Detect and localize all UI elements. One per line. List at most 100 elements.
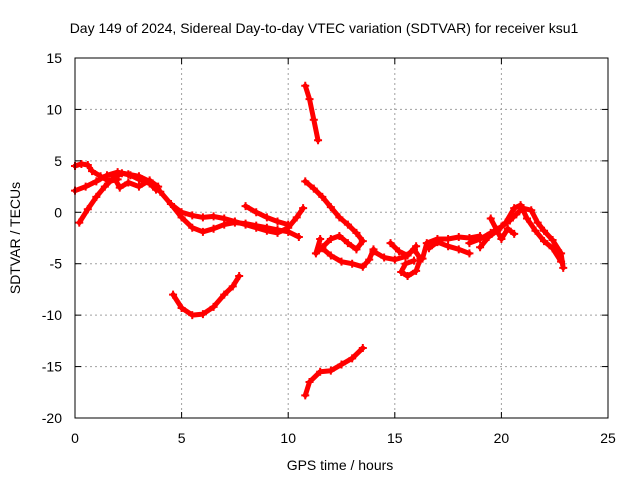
series-arc-4 [109,172,163,192]
data-point [444,242,453,251]
data-point [358,262,367,271]
data-point [484,232,493,241]
data-point [369,247,378,256]
data-series [71,81,568,400]
data-point [284,220,293,229]
data-point [273,228,282,237]
data-point [309,115,318,124]
data-point [294,232,303,241]
x-tick-labels: 0 5 10 15 20 25 [71,430,616,446]
data-point [401,259,410,268]
series-arc-14 [424,238,474,258]
y-tick-label: 5 [54,153,62,169]
data-point [548,236,557,245]
data-point [557,257,566,266]
data-point [348,259,357,268]
y-tick-label: -15 [42,359,62,375]
data-point [301,81,310,90]
data-point [177,303,186,312]
data-point [81,182,90,191]
x-tick-label: 10 [280,430,296,446]
data-point [497,235,506,244]
data-point [241,202,250,211]
series-arc-16 [476,201,566,266]
data-point [540,237,549,246]
data-point [422,239,431,248]
data-point [301,177,310,186]
data-point [318,192,327,201]
data-point [126,171,135,180]
data-point [352,245,361,254]
data-point [83,160,92,169]
data-point [299,204,308,213]
data-point [230,217,239,226]
data-point [292,213,301,222]
series-line [302,83,321,143]
data-point [465,239,474,248]
data-point [273,217,282,226]
data-point [386,239,395,248]
data-point [337,257,346,266]
series-line [426,239,472,256]
data-point [252,208,261,217]
series-line [110,173,161,191]
data-point [390,255,399,264]
data-point [209,212,218,221]
y-tick-label: -5 [50,256,63,272]
data-point [311,249,320,258]
data-point [540,226,549,235]
data-point [418,254,427,263]
series-arc-9 [301,177,367,258]
series-line [388,240,419,258]
axis-ticks [74,57,609,419]
data-point [83,205,92,214]
x-tick-label: 25 [600,430,616,446]
data-point [88,167,97,176]
data-point [348,354,357,363]
data-point [444,235,453,244]
series-arc-10 [318,244,378,271]
y-axis-label: SDTVAR / TECUs [7,182,23,294]
data-point [433,238,442,247]
data-point [314,136,323,145]
data-point [412,266,421,275]
data-point [516,201,525,210]
data-point [403,272,412,281]
series-line [170,273,242,318]
series-arc-17 [486,214,519,244]
data-point [262,226,271,235]
data-point [228,282,237,291]
data-point [109,172,118,181]
data-point [352,228,361,237]
data-point [522,214,531,223]
data-point [316,367,325,376]
data-point [533,218,542,227]
data-point [262,213,271,222]
chart-title: Day 149 of 2024, Sidereal Day-to-day VTE… [70,20,579,36]
data-point [198,227,207,236]
data-point [358,237,367,246]
x-tick-label: 5 [178,430,186,446]
data-point [318,244,327,253]
data-point [102,171,111,180]
data-point [305,95,314,104]
data-point [117,169,126,178]
x-tick-label: 20 [494,430,510,446]
data-point [476,243,485,252]
data-point [169,290,178,299]
data-point [335,213,344,222]
data-point [220,290,229,299]
data-point [337,360,346,369]
data-point [316,235,325,244]
data-point [358,344,367,353]
data-point [454,232,463,241]
data-point [115,183,124,192]
data-point [92,192,101,201]
y-tick-label: 10 [46,101,62,117]
data-point [100,182,109,191]
x-tick-label: 0 [71,430,79,446]
data-point [188,311,197,320]
data-point [188,223,197,232]
data-point [510,229,519,238]
